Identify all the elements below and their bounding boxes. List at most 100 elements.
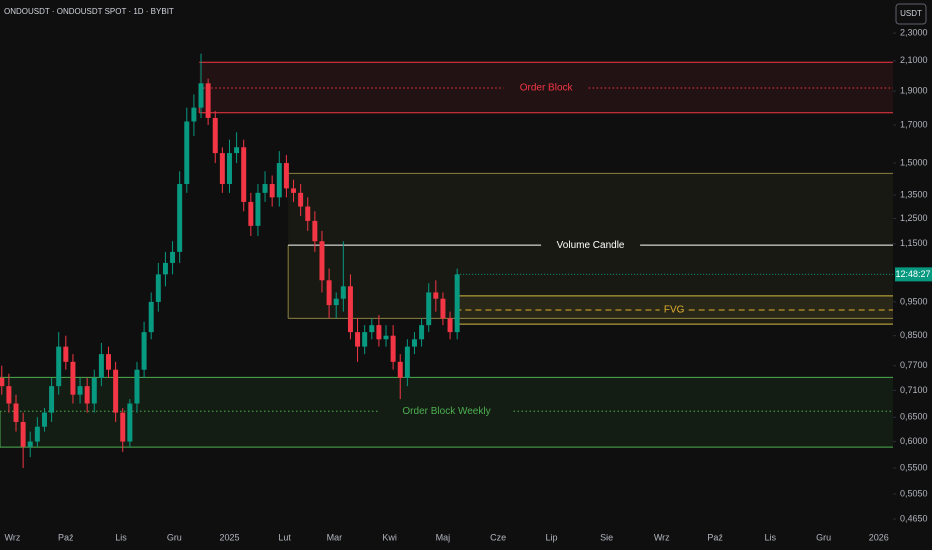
zone-label: FVG — [664, 305, 685, 316]
x-tick-label: Mar — [327, 532, 343, 542]
candle-body — [20, 421, 26, 447]
candle-body — [134, 369, 140, 404]
candle-body — [141, 332, 147, 370]
symbol-title: ONDOUSDT · ONDOUSDT SPOT · 1D · BYBIT — [4, 7, 174, 16]
candle-body — [262, 184, 268, 193]
candle-body — [184, 121, 190, 185]
x-tick-label: Lip — [545, 532, 557, 542]
candle-body — [13, 403, 19, 422]
candle-body — [84, 386, 90, 404]
x-tick-label: Wrz — [654, 532, 670, 542]
zone-fill — [288, 173, 893, 319]
candle-body — [148, 301, 154, 333]
zones: Order Block Volume Candle FVG Order Block W… — [0, 61, 894, 448]
zone-fill — [199, 62, 894, 113]
currency-button[interactable] — [895, 3, 927, 25]
x-tick-label: Gru — [816, 532, 831, 542]
candle-body — [226, 153, 232, 185]
y-tick-label: 1,1500 — [900, 238, 928, 248]
candle-body — [198, 83, 204, 108]
candle-body — [248, 201, 254, 226]
y-tick-label: 0,9500 — [900, 296, 928, 306]
zone-label: Order Block Weekly — [402, 406, 490, 417]
candle-body — [70, 361, 76, 395]
y-tick-label: 0,4650 — [900, 513, 928, 523]
candle-body — [298, 192, 304, 207]
candle-body — [170, 251, 176, 263]
candle-body — [362, 332, 368, 347]
y-tick-label: 0,8500 — [900, 330, 928, 340]
x-tick-label: Sie — [600, 532, 613, 542]
x-tick-label: Kwi — [382, 532, 397, 542]
zone-fill — [0, 377, 893, 448]
candle-body — [6, 386, 12, 404]
y-tick-label: 1,7000 — [900, 119, 928, 129]
candle-body — [219, 153, 225, 185]
candle-body — [34, 426, 40, 442]
candle-body — [177, 184, 183, 252]
candle-body — [312, 220, 318, 242]
candle-body — [120, 412, 126, 442]
x-tick-label: Maj — [436, 532, 451, 542]
candle-body — [404, 346, 410, 378]
candle-body — [397, 361, 403, 378]
currency-label[interactable]: USDT — [900, 9, 922, 18]
y-tick-label: 0,5500 — [900, 462, 928, 472]
candle-body — [426, 292, 432, 326]
candle-body — [91, 377, 97, 404]
candle-body — [255, 192, 261, 226]
candle-body — [98, 354, 104, 378]
y-tick-label: 0,5050 — [900, 488, 928, 498]
candle-body — [419, 325, 425, 340]
candle-body — [390, 335, 396, 362]
candle-body — [355, 332, 361, 347]
candle-body — [376, 325, 382, 340]
candle-body — [56, 346, 62, 387]
y-tick-label: 2,1000 — [900, 55, 928, 65]
candle-body — [113, 369, 119, 413]
candle-body — [155, 274, 161, 302]
candle-body — [49, 386, 55, 413]
candle-body — [234, 147, 240, 154]
x-tick-label: Gru — [167, 532, 182, 542]
x-tick-label: Lis — [764, 532, 776, 542]
y-tick-label: 1,2500 — [900, 213, 928, 223]
y-tick-label: 0,6500 — [900, 412, 928, 422]
candle-body — [333, 298, 339, 306]
candle-body — [383, 335, 389, 340]
candle-body — [454, 274, 460, 333]
candle-body — [291, 188, 297, 193]
x-tick-label: 2025 — [219, 532, 239, 542]
y-tick-label: 0,7700 — [900, 360, 928, 370]
x-tick-label: Cze — [490, 532, 506, 542]
candle-body — [305, 206, 311, 221]
candle-body — [276, 163, 282, 198]
candle-body — [347, 286, 353, 333]
zone-label: Order Block — [520, 83, 574, 94]
y-tick-label: 1,3500 — [900, 189, 928, 199]
x-tick-label: Lut — [278, 532, 291, 542]
candle-body — [0, 377, 5, 387]
candle-body — [63, 346, 69, 362]
candles — [0, 53, 460, 469]
candle-body — [106, 354, 112, 370]
x-tick-label: Paź — [58, 532, 74, 542]
candle-body — [433, 292, 439, 299]
x-tick-label: 2026 — [869, 532, 889, 542]
x-tick-label: Paź — [707, 532, 723, 542]
candle-body — [326, 280, 332, 306]
x-tick-label: Lis — [115, 532, 127, 542]
candle-body — [162, 262, 168, 275]
y-tick-label: 1,9000 — [900, 86, 928, 96]
last-price-tag — [895, 267, 932, 282]
countdown-time: 12:48:27 — [895, 269, 930, 279]
candle-body — [191, 107, 197, 122]
y-tick-label: 0,7100 — [900, 385, 928, 395]
candle-body — [77, 386, 83, 395]
candle-body — [440, 298, 446, 319]
candle-body — [27, 441, 33, 447]
zone-label: Volume Candle — [557, 240, 625, 251]
candle-body — [369, 325, 375, 333]
candle-body — [241, 147, 247, 202]
